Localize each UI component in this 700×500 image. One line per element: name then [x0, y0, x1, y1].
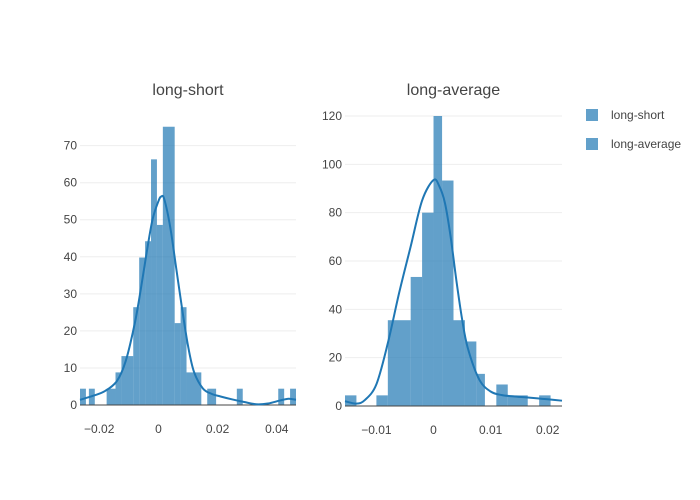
x-tick-label: 0.04 [265, 422, 289, 436]
y-tick-label: 120 [322, 109, 342, 123]
histogram-bar[interactable] [151, 159, 157, 405]
legend-item[interactable]: long-short [586, 108, 665, 122]
x-tick-label: −0.02 [84, 422, 115, 436]
histogram-bar[interactable] [80, 388, 86, 405]
y-tick-label: 70 [64, 139, 78, 153]
subplot-long-short: long-short 0 10 20 30 40 50 60 70 −0.02 0 0.02 0.04 [64, 82, 297, 436]
x-tick-label: 0.02 [206, 422, 230, 436]
legend[interactable]: long-short long-average [586, 108, 681, 151]
histogram-bar[interactable] [162, 126, 175, 405]
histogram-bar[interactable] [156, 224, 163, 405]
histogram-bar[interactable] [290, 388, 296, 405]
y-tick-label: 0 [70, 398, 77, 412]
y-tick-label: 40 [64, 250, 78, 264]
kde-curve[interactable] [344, 178, 563, 405]
y-tick-label: 60 [329, 254, 343, 268]
x-tick-label: 0.01 [479, 423, 503, 437]
histogram-bar[interactable] [278, 388, 285, 405]
legend-item[interactable]: long-average [586, 137, 681, 151]
legend-swatch [586, 138, 598, 150]
y-tick-label: 30 [64, 287, 78, 301]
histogram-bar[interactable] [387, 320, 411, 406]
histogram-bar[interactable] [433, 116, 443, 406]
y-tick-label: 80 [329, 206, 343, 220]
histogram-bar[interactable] [180, 307, 187, 405]
x-tick-label: −0.01 [361, 423, 392, 437]
legend-label: long-average [611, 137, 681, 151]
histogram-bar[interactable] [453, 320, 465, 406]
x-tick-label: 0 [430, 423, 437, 437]
histogram-bar[interactable] [236, 388, 243, 405]
histogram-bar[interactable] [121, 356, 134, 405]
subplot-long-average: long-average 0 20 40 60 80 100 120 −0.01 0 0.01 0.0… [322, 82, 563, 437]
histogram-bar[interactable] [476, 373, 485, 406]
histogram-bar[interactable] [133, 307, 140, 405]
subplot-title: long-short [152, 82, 224, 99]
y-tick-label: 20 [64, 324, 78, 338]
histogram-bar[interactable] [345, 395, 357, 406]
y-tick-label: 0 [335, 399, 342, 413]
histogram-bar[interactable] [174, 323, 181, 405]
histogram-bar[interactable] [106, 388, 116, 405]
y-tick-label: 20 [329, 351, 343, 365]
histogram-bar[interactable] [145, 241, 152, 405]
y-tick-label: 60 [64, 176, 78, 190]
histogram-bar[interactable] [539, 395, 551, 406]
x-tick-label: 0 [155, 422, 162, 436]
y-tick-label: 50 [64, 213, 78, 227]
subplot-title: long-average [407, 82, 501, 99]
legend-swatch [586, 109, 598, 121]
histogram-bar[interactable] [464, 341, 477, 406]
histogram-bar[interactable] [442, 180, 454, 406]
legend-label: long-short [611, 108, 665, 122]
histogram-bar[interactable] [186, 372, 202, 405]
histogram-bar[interactable] [207, 388, 217, 405]
kde-curve[interactable] [79, 194, 297, 406]
histogram-bar[interactable] [507, 395, 528, 406]
y-tick-label: 40 [329, 302, 343, 316]
histogram-bar[interactable] [376, 395, 388, 406]
histogram-bar[interactable] [422, 212, 434, 406]
histogram-bar[interactable] [410, 276, 423, 406]
histogram-bar[interactable] [115, 372, 122, 405]
y-tick-label: 10 [64, 361, 78, 375]
histogram-bar[interactable] [139, 257, 146, 405]
x-tick-label: 0.02 [536, 423, 560, 437]
y-tick-label: 100 [322, 157, 342, 171]
